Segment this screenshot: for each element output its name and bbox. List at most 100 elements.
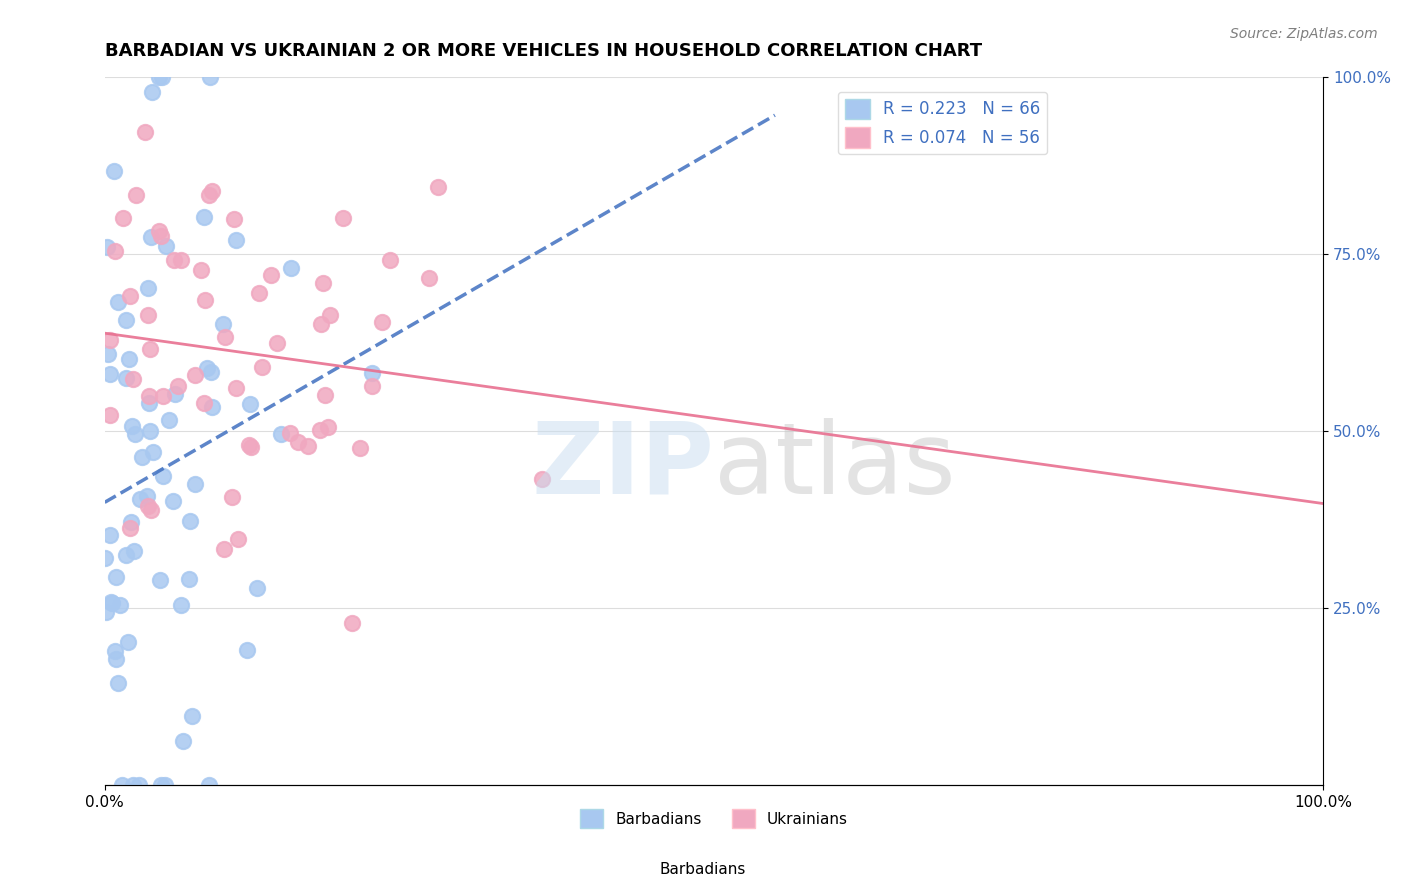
Point	[266, 335, 288, 350]
Point	[214, 329, 236, 343]
Point	[371, 315, 394, 329]
Point	[162, 494, 184, 508]
Point	[125, 188, 148, 202]
Point	[238, 438, 260, 452]
Point	[152, 468, 174, 483]
Point	[122, 778, 145, 792]
Text: ZIP: ZIP	[531, 417, 714, 515]
Point	[418, 271, 440, 285]
Point	[136, 309, 159, 323]
Point	[139, 343, 162, 357]
Point	[121, 419, 143, 434]
Point	[193, 210, 215, 224]
Text: Barbadians: Barbadians	[659, 863, 747, 877]
Point	[239, 397, 262, 411]
Point	[278, 425, 301, 440]
Point	[108, 599, 131, 613]
Point	[97, 347, 120, 361]
Point	[131, 450, 153, 465]
Point	[149, 573, 172, 587]
Point	[170, 599, 193, 613]
Point	[195, 361, 218, 376]
Point	[98, 333, 121, 347]
Point	[98, 528, 121, 542]
Point	[103, 163, 125, 178]
Point	[179, 514, 201, 528]
Point	[118, 289, 141, 303]
Text: atlas: atlas	[714, 417, 956, 515]
Point	[226, 532, 249, 546]
Point	[332, 211, 354, 226]
Point	[152, 389, 174, 403]
Point	[260, 268, 283, 282]
Point	[308, 423, 330, 437]
Point	[118, 352, 141, 367]
Point	[314, 388, 336, 402]
Point	[309, 317, 332, 331]
Point	[148, 224, 170, 238]
Point	[135, 489, 157, 503]
Point	[107, 676, 129, 690]
Point	[96, 239, 118, 253]
Point	[141, 503, 163, 517]
Point	[170, 252, 193, 267]
Point	[247, 285, 270, 300]
Point	[120, 520, 142, 534]
Point	[221, 490, 243, 504]
Point	[163, 253, 186, 268]
Point	[167, 379, 190, 393]
Point	[128, 778, 150, 792]
Point	[378, 253, 401, 268]
Point	[297, 439, 319, 453]
Point	[141, 230, 163, 244]
Point	[190, 262, 212, 277]
Point	[138, 280, 160, 294]
Point	[138, 389, 160, 403]
Point	[100, 367, 122, 381]
Point	[115, 548, 138, 562]
Point	[177, 572, 200, 586]
Point	[193, 396, 215, 410]
Point	[104, 569, 127, 583]
Point	[319, 309, 342, 323]
Point	[198, 188, 221, 202]
Point	[212, 541, 235, 556]
Point	[312, 277, 335, 291]
Point	[194, 293, 217, 307]
Point	[122, 372, 145, 386]
Point	[138, 395, 160, 409]
Point	[212, 318, 235, 332]
Point	[361, 379, 384, 393]
Point	[111, 778, 134, 792]
Point	[115, 313, 138, 327]
Text: Source: ZipAtlas.com: Source: ZipAtlas.com	[1230, 27, 1378, 41]
Point	[184, 368, 207, 382]
Point	[94, 605, 117, 619]
Point	[104, 244, 127, 259]
Point	[225, 381, 247, 395]
Point	[120, 515, 142, 529]
Point	[104, 643, 127, 657]
Point	[361, 366, 384, 380]
Point	[165, 387, 187, 401]
Point	[200, 184, 222, 198]
Point	[157, 412, 180, 426]
Point	[198, 70, 221, 84]
Legend: Barbadians, Ukrainians: Barbadians, Ukrainians	[574, 804, 855, 834]
Point	[201, 400, 224, 414]
Point	[183, 477, 205, 491]
Point	[340, 616, 363, 631]
Point	[280, 260, 302, 275]
Point	[270, 426, 292, 441]
Point	[101, 596, 124, 610]
Point	[148, 70, 170, 84]
Point	[114, 371, 136, 385]
Point	[235, 643, 257, 657]
Point	[111, 211, 134, 225]
Point	[122, 544, 145, 558]
Point	[155, 238, 177, 252]
Point	[94, 550, 117, 565]
Point	[246, 582, 269, 596]
Point	[180, 709, 202, 723]
Point	[316, 419, 339, 434]
